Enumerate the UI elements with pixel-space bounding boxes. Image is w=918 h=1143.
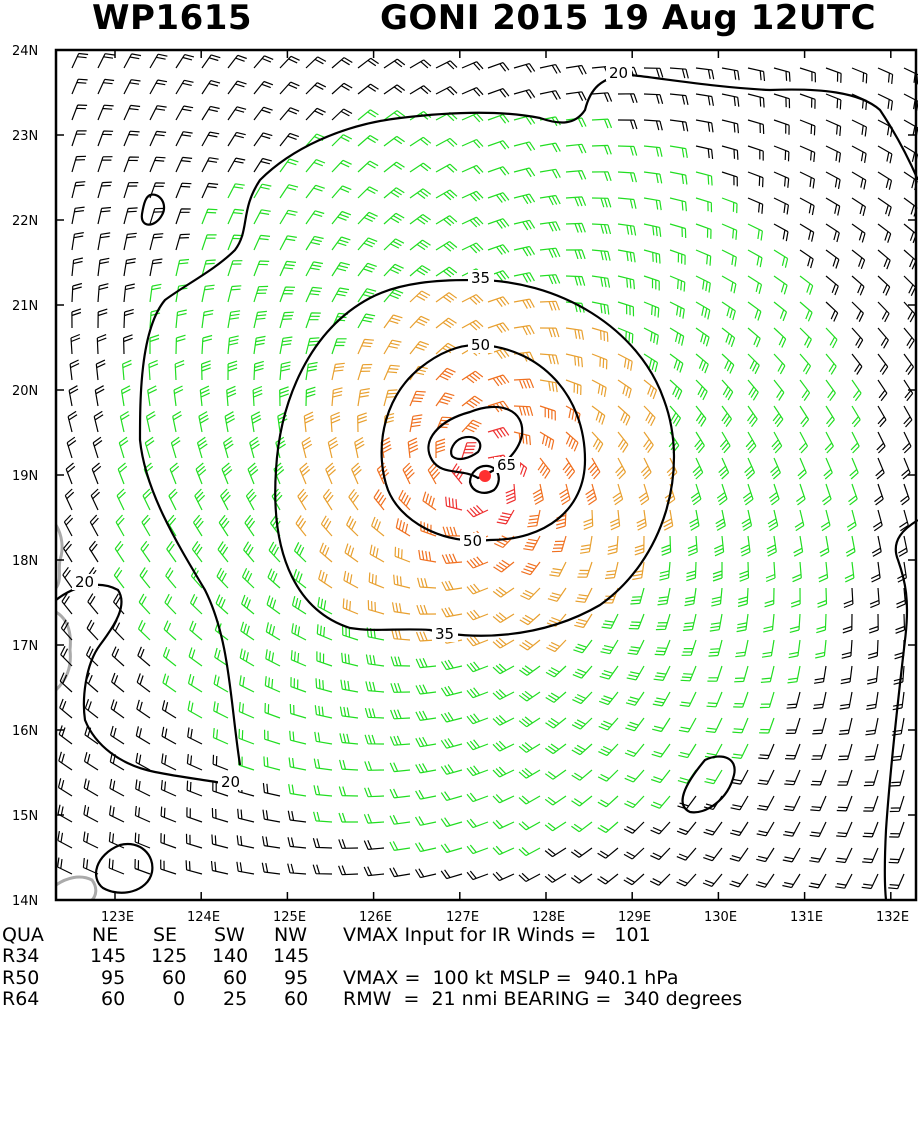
lon-label: 130E <box>704 910 737 925</box>
lat-label: 19N <box>12 469 38 484</box>
header-cell: QUA <box>2 924 44 946</box>
lon-label: 126E <box>359 910 392 925</box>
lat-label: 22N <box>12 214 38 229</box>
contour-label-20-bottom: 20 <box>221 773 240 791</box>
radius-value: 0 <box>173 988 186 1010</box>
lon-label: 129E <box>618 910 651 925</box>
vmax-mslp-text: VMAX = 100 kt MSLP = 940.1 hPa <box>343 967 679 989</box>
contour-label-20-left: 20 <box>75 573 94 591</box>
vmax-input-text: VMAX Input for IR Winds = 101 <box>343 924 651 946</box>
contour-20-island-b <box>681 755 736 814</box>
radius-value: 60 <box>284 988 309 1010</box>
contour-20-island-a <box>140 193 166 226</box>
wind-radii-info: QUA NE SE SW NW VMAX Input for IR Winds … <box>0 926 918 1014</box>
lon-labels: 123E 124E 125E 126E 127E 128E 129E 130E … <box>101 910 909 925</box>
lon-label: 127E <box>446 910 479 925</box>
contour-label-65: 65 <box>497 456 516 474</box>
radius-value: 95 <box>101 967 126 989</box>
lon-label: 125E <box>273 910 306 925</box>
lat-label: 24N <box>12 44 38 59</box>
contour-label-20-top: 20 <box>609 64 628 82</box>
radius-value: 25 <box>223 988 248 1010</box>
lon-label: 123E <box>101 910 134 925</box>
contour-label-35-bottom: 35 <box>435 625 454 643</box>
axis-ticks <box>56 49 916 901</box>
radius-value: 125 <box>151 945 188 967</box>
header-cell: NE <box>92 924 119 946</box>
lat-label: 14N <box>12 894 38 909</box>
lat-label: 18N <box>12 554 38 569</box>
lon-label: 124E <box>187 910 220 925</box>
contour-65-center <box>468 464 500 494</box>
radius-value: 60 <box>162 967 187 989</box>
storm-center-dot <box>479 470 491 482</box>
radius-value: 145 <box>273 945 310 967</box>
header-cell: NW <box>274 924 307 946</box>
row-label: R50 <box>2 967 40 989</box>
radii-row-r34: R34 145 125 140 145 <box>0 947 309 966</box>
lat-label: 16N <box>12 724 38 739</box>
lat-label: 21N <box>12 299 38 314</box>
radius-value: 60 <box>223 967 248 989</box>
radii-header-row: QUA NE SE SW NW VMAX Input for IR Winds … <box>0 926 651 945</box>
contour-50 <box>380 343 587 542</box>
lat-label: 20N <box>12 384 38 399</box>
storm-title: GONI 2015 19 Aug 12UTC <box>380 0 877 38</box>
header-cell: SE <box>153 924 178 946</box>
wind-map: 20 20 20 35 35 50 50 65 24N 23N 22N 21N … <box>12 44 918 925</box>
radii-row-r64: R64 60 0 25 60 RMW = 21 nmi BEARING = 34… <box>0 990 742 1009</box>
lon-label: 131E <box>790 910 823 925</box>
contour-35 <box>274 278 676 637</box>
wind-contours <box>55 73 918 901</box>
wind-barbs <box>57 52 918 890</box>
radii-row-r50: R50 95 60 60 95 VMAX = 100 kt MSLP = 940… <box>0 969 679 988</box>
lat-labels: 24N 23N 22N 21N 20N 19N 18N 17N 16N 15N … <box>12 44 38 909</box>
contour-label-50-bottom: 50 <box>463 532 482 550</box>
radius-value: 95 <box>284 967 309 989</box>
contour-labels: 20 20 20 35 35 50 50 65 <box>72 64 632 791</box>
lat-label: 17N <box>12 639 38 654</box>
contour-20-large <box>138 73 918 766</box>
row-label: R64 <box>2 988 40 1010</box>
rmw-bearing-text: RMW = 21 nmi BEARING = 340 degrees <box>343 988 743 1010</box>
radius-value: 60 <box>101 988 126 1010</box>
header-cell: SW <box>214 924 245 946</box>
contour-label-50-top: 50 <box>471 336 490 354</box>
contour-65-outer <box>427 405 524 480</box>
contour-65-inner <box>450 435 482 461</box>
lon-label: 132E <box>876 910 909 925</box>
contour-20-right <box>883 519 918 901</box>
radius-value: 145 <box>90 945 127 967</box>
storm-id: WP1615 <box>92 0 253 38</box>
lat-label: 15N <box>12 809 38 824</box>
row-label: R34 <box>2 945 40 967</box>
contour-20-island-c <box>94 842 154 894</box>
radius-value: 140 <box>212 945 249 967</box>
lon-label: 128E <box>532 910 565 925</box>
contour-20-left <box>55 583 223 785</box>
contour-label-35-top: 35 <box>471 269 490 287</box>
lat-label: 23N <box>12 129 38 144</box>
